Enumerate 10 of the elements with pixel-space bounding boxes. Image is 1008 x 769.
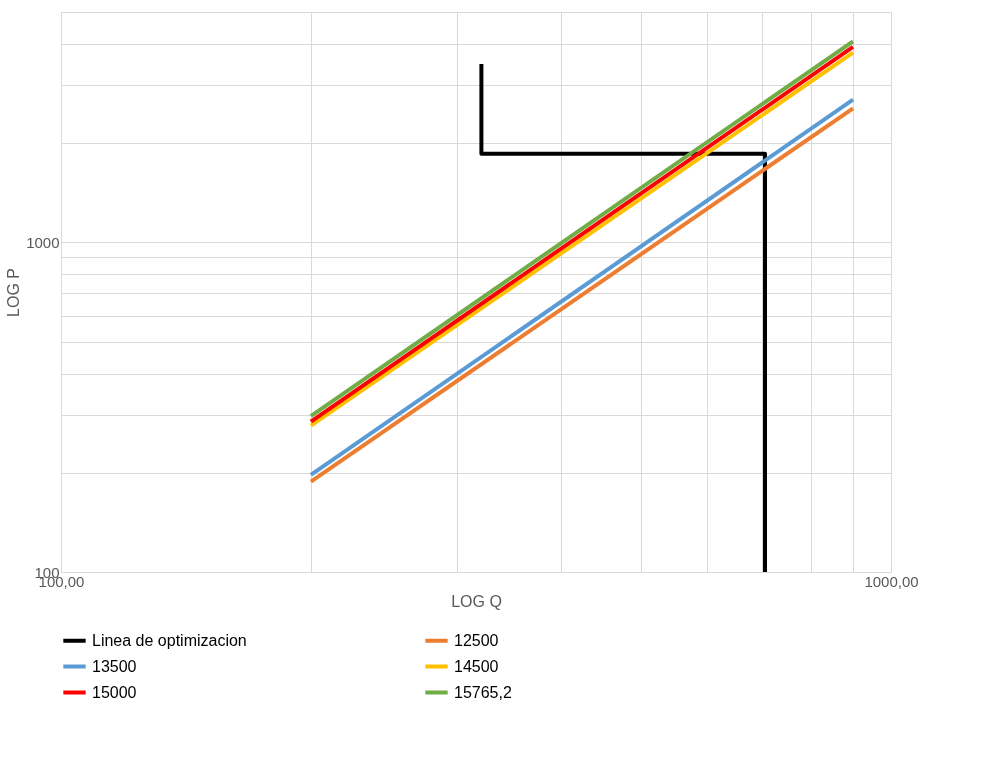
legend-label: 15000 <box>92 683 137 701</box>
x-axis-title: LOG Q <box>451 592 502 610</box>
x-tick-label: 1000,00 <box>864 572 919 590</box>
legend-label: 12500 <box>454 631 499 649</box>
y-axis-title: LOG P <box>5 268 23 317</box>
y-tick-label: 1000 <box>26 233 60 251</box>
legend-label: 13500 <box>92 657 137 675</box>
legend-label: 15765,2 <box>454 683 512 701</box>
legend-label: Linea de optimizacion <box>92 631 247 649</box>
legend-label: 14500 <box>454 657 499 675</box>
